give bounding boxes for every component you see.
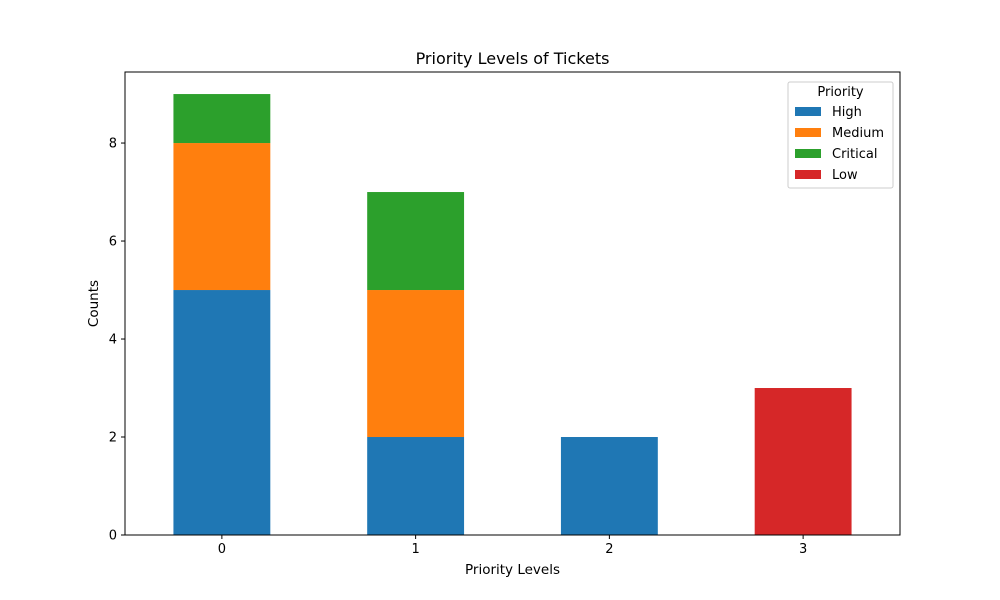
legend-label-medium: Medium (832, 126, 884, 141)
legend-swatch-critical (795, 149, 821, 158)
x-tick-label: 3 (799, 542, 807, 557)
bar-segment-low-3 (754, 388, 852, 535)
bar-segment-critical-1 (367, 192, 465, 291)
bar-segment-high-1 (367, 437, 465, 535)
legend-label-high: High (832, 105, 862, 120)
y-tick-label: 8 (109, 137, 117, 152)
legend-swatch-high (795, 107, 821, 116)
bar-segment-high-2 (560, 437, 658, 535)
x-tick-label: 0 (218, 542, 226, 557)
y-tick-label: 2 (109, 431, 117, 446)
legend-title: Priority (817, 85, 864, 100)
chart-title: Priority Levels of Tickets (416, 49, 610, 68)
bars-layer (173, 94, 852, 535)
x-tick-label: 2 (605, 542, 613, 557)
y-tick-label: 4 (109, 333, 117, 348)
x-axis: 0 1 2 3 (218, 535, 807, 557)
legend-label-critical: Critical (832, 147, 877, 162)
y-tick-label: 6 (109, 235, 117, 250)
legend: Priority High Medium Critical Low (787, 81, 894, 189)
x-axis-label: Priority Levels (465, 562, 560, 578)
bar-segment-critical-0 (173, 94, 271, 144)
x-tick-label: 1 (411, 542, 419, 557)
y-axis-label: Counts (86, 280, 102, 327)
legend-items: High Medium Critical Low (795, 105, 884, 183)
bar-segment-high-0 (173, 290, 271, 535)
y-tick-label: 0 (109, 529, 117, 544)
plot-frame (124, 71, 901, 536)
legend-swatch-low (795, 170, 821, 179)
y-axis: 0 2 4 6 8 (109, 137, 125, 544)
bar-segment-medium-0 (173, 143, 271, 291)
legend-swatch-medium (795, 128, 821, 137)
legend-label-low: Low (832, 168, 858, 183)
bar-segment-medium-1 (367, 290, 465, 438)
